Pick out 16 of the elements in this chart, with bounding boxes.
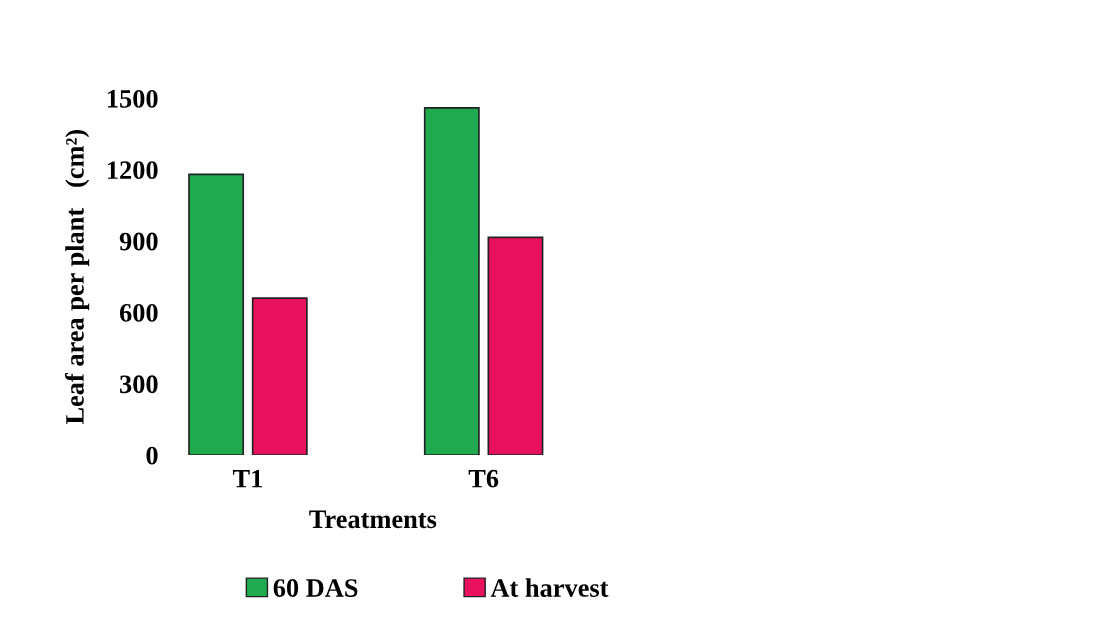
bar xyxy=(487,236,544,456)
x-axis-title: Treatments xyxy=(309,510,437,529)
bar xyxy=(251,297,308,456)
y-tick-label: 1200 xyxy=(107,161,158,180)
y-tick-label: 600 xyxy=(119,303,158,322)
x-tick-label: T1 xyxy=(232,469,262,488)
legend-label: At harvest xyxy=(490,578,609,597)
y-tick-label: 900 xyxy=(119,232,158,251)
y-axis-title: Leaf area per plant (cm²) xyxy=(64,129,90,425)
y-tick-label: 1500 xyxy=(107,89,158,108)
y-tick-label: 0 xyxy=(146,446,158,465)
bar xyxy=(423,106,480,456)
legend-label: 60 DAS xyxy=(273,579,358,597)
bar xyxy=(188,173,245,456)
x-tick-label: T6 xyxy=(468,469,499,488)
y-tick-label: 300 xyxy=(120,375,158,394)
